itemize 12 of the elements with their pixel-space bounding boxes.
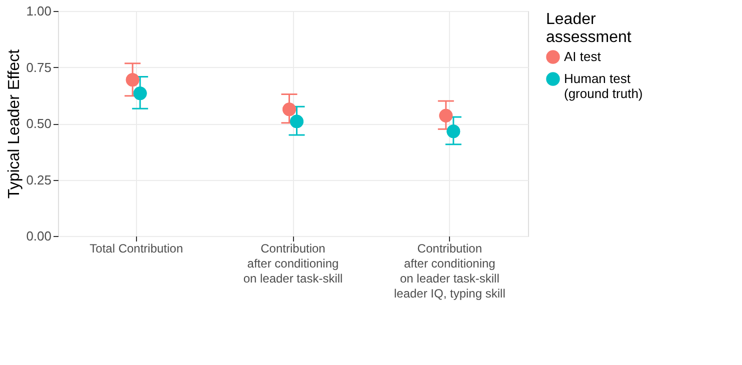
y-tick-label: 0.25 <box>26 172 52 188</box>
x-tick-label: Total Contribution <box>90 242 184 256</box>
legend-label: Human test (ground truth) <box>564 71 643 101</box>
y-tick-label: 0.50 <box>26 116 52 131</box>
y-tick-label: 0.75 <box>26 60 52 75</box>
legend-label: AI test <box>564 49 602 64</box>
y-tick-label: 1.00 <box>26 4 52 18</box>
y-axis-title: Typical Leader Effect <box>6 48 24 199</box>
x-tick-label: Contribution after conditioning on leader task-skill leader IQ, typing skill <box>394 242 506 300</box>
x-tick-label: Contribution after conditioning on leader task-skill <box>243 242 343 286</box>
y-tick-label: 0.00 <box>26 228 52 244</box>
legend-title: Leader assessment <box>546 11 632 46</box>
